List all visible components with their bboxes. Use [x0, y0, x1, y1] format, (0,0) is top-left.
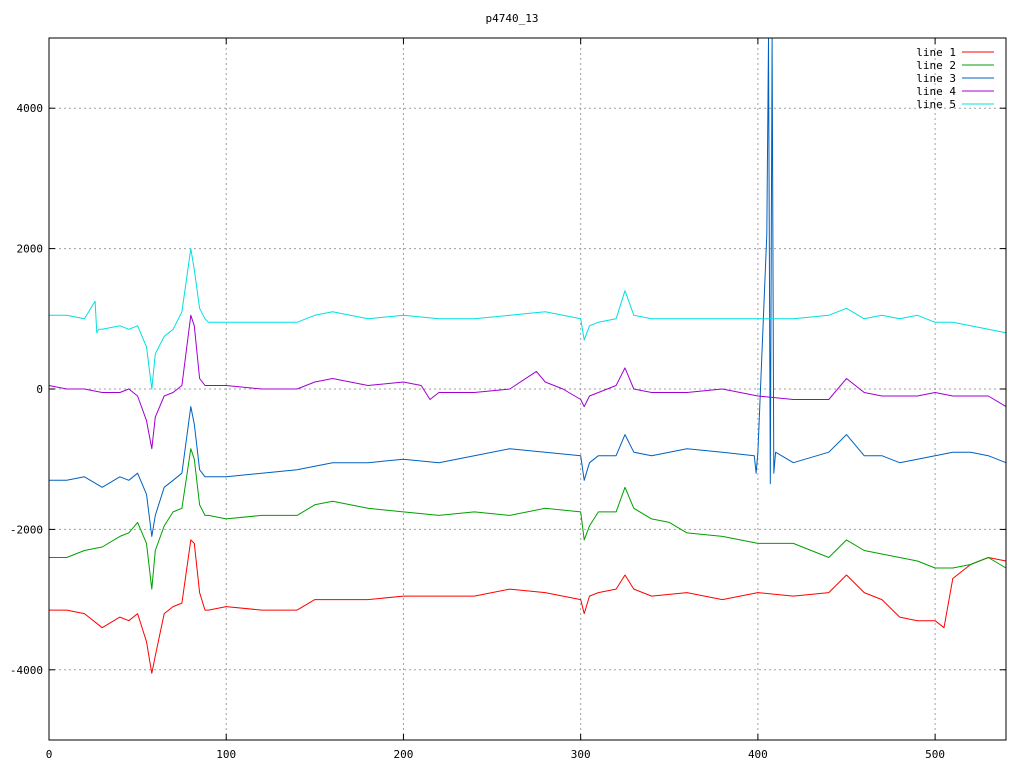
x-tick-label: 500 — [925, 748, 945, 761]
gridlines — [49, 38, 1006, 740]
series-line-5 — [49, 248, 1007, 390]
x-tick-label: 0 — [46, 748, 53, 761]
y-tick-label: 0 — [36, 383, 43, 396]
legend-label: line 1 — [916, 46, 956, 59]
y-tick-label: 2000 — [17, 243, 44, 256]
x-tick-label: 100 — [216, 748, 236, 761]
series-line-2 — [49, 448, 1007, 590]
x-tick-label: 300 — [571, 748, 591, 761]
series-line-3 — [49, 37, 1007, 537]
y-tick-label: 4000 — [17, 102, 44, 115]
y-tick-label: -2000 — [10, 523, 43, 536]
x-tick-label: 200 — [394, 748, 414, 761]
legend-label: line 2 — [916, 59, 956, 72]
legend-label: line 5 — [916, 98, 956, 111]
y-tick-label: -4000 — [10, 664, 43, 677]
axes: 0 100 200 300 400 500 -4000 -2000 0 2000 4000 — [10, 37, 1007, 761]
chart-title: p4740_13 — [486, 12, 539, 25]
series-line-1 — [49, 539, 1007, 674]
series-line-4 — [48, 314, 1007, 450]
series-group — [48, 37, 1007, 674]
plot-frame — [48, 37, 1007, 741]
x-tick-label: 400 — [748, 748, 768, 761]
legend-label: line 3 — [916, 72, 956, 85]
legend-label: line 4 — [916, 85, 956, 98]
